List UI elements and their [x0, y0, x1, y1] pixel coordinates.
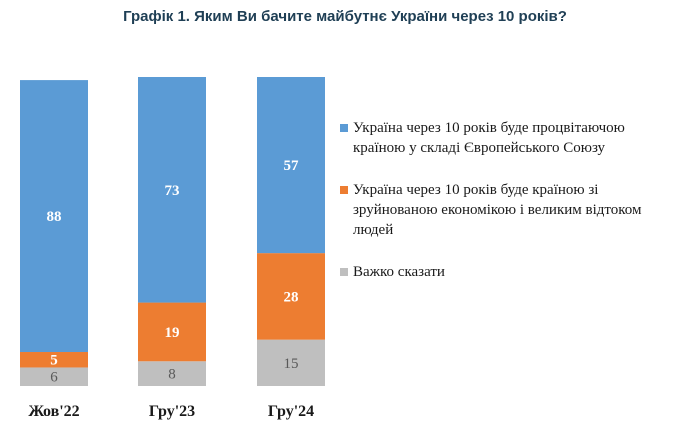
data-label-2-2: 19	[165, 325, 180, 341]
data-label-1-3: 57	[284, 158, 300, 174]
bar-segment-1-2	[138, 77, 206, 303]
category-label-1: Жов'22	[28, 403, 79, 420]
chart-title: Графік 1. Яким Ви бачите майбутнє Україн…	[123, 8, 567, 25]
legend-label-1: Україна через 10 років буде процвітаючою…	[353, 120, 625, 156]
legend-swatch-2	[340, 186, 348, 194]
data-label-1-2: 73	[165, 183, 180, 199]
category-label-2: Гру'23	[149, 403, 195, 420]
legend-swatch-1	[340, 124, 348, 132]
bar-segment-1-3	[257, 77, 325, 254]
data-label-1-1: 88	[47, 209, 62, 225]
data-label-3-3: 15	[284, 356, 299, 372]
bar-segment-1-1	[20, 80, 88, 353]
bar-segment-3-1	[20, 367, 88, 386]
data-label-2-3: 28	[284, 289, 299, 305]
stacked-bar-chart: 65 88 Жов'22 8 19 73 Гру'23 15 28 57 Гру'24	[20, 77, 325, 420]
chart-legend: Україна через 10 років буде процвітаючою…	[340, 118, 680, 282]
bar-segment-2-1	[20, 352, 88, 368]
category-label-3: Гру'24	[268, 403, 314, 420]
legend-label-3: Важко сказати	[353, 264, 445, 280]
bar-segment-2-2	[138, 302, 206, 362]
data-label-3-2: 8	[168, 367, 176, 383]
bar-segment-3-3	[257, 339, 325, 386]
legend-item-2: Україна через 10 років буде країною зі з…	[340, 180, 680, 240]
data-label-3-1: 6	[50, 370, 58, 386]
legend-item-1: Україна через 10 років буде процвітаючою…	[340, 118, 680, 158]
bar-segment-2-3	[257, 253, 325, 340]
legend-swatch-3	[340, 268, 348, 276]
legend-label-2: Україна через 10 років буде країною зі з…	[353, 182, 642, 238]
data-label-2-1: 5	[50, 353, 58, 369]
bar-segment-3-2	[138, 361, 206, 386]
legend-item-3: Важко сказати	[340, 262, 680, 282]
